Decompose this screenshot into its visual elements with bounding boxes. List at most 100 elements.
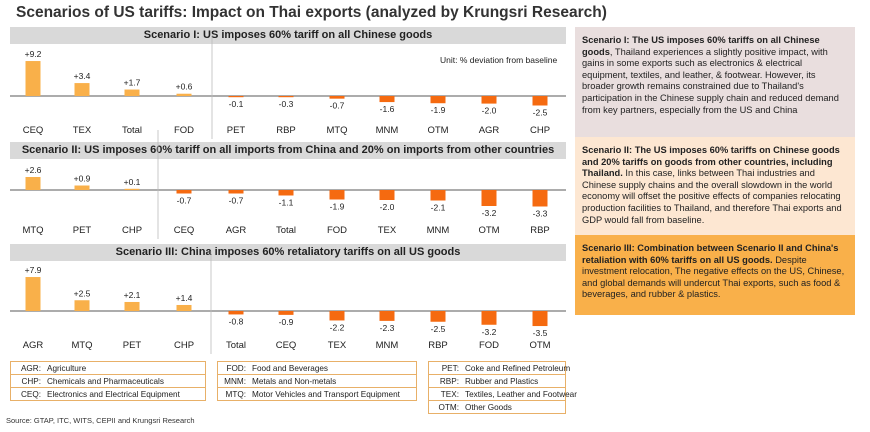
category-label: CHP [174,340,194,351]
bar-total [124,89,140,96]
data-label: +0.1 [124,177,141,187]
category-label: RBP [276,125,296,136]
scenario-2-description-heading: Scenario II: The US imposes 60% tariffs … [582,145,840,179]
category-label: TEX [328,340,347,351]
category-label: CEQ [174,225,195,236]
legend-item: PET: Coke and Refined Petroleum [429,362,570,375]
category-label: OTM [478,225,499,236]
category-label: OTM [529,340,550,351]
bar-pet [124,301,140,311]
bar-chp [176,304,192,311]
data-label: -1.9 [431,105,446,115]
scenario-2-description-text: In this case, links between Thai industr… [582,168,842,225]
category-label: FOD [327,225,347,236]
legend-item: TEX: Textiles, Leather and Footwear [429,388,577,401]
data-label: +1.7 [124,78,141,88]
data-label: -0.7 [330,101,345,111]
category-label: PET [73,225,92,236]
data-label: -2.5 [431,324,446,334]
bar-chp [532,96,548,106]
scenario-1-description: Scenario I: The US imposes 60% tariffs o… [575,27,855,154]
category-label: Total [276,225,296,236]
category-label: FOD [479,340,499,351]
bar-rbp [430,311,446,322]
bar-ceq [278,311,294,315]
category-label: RBP [530,225,550,236]
category-label: CHP [530,125,550,136]
bar-mnm [379,96,395,103]
data-label: +2.5 [74,288,91,298]
data-label: +9.2 [25,49,42,59]
scenario-3-description-text: Despite investment relocation, The negat… [582,254,845,300]
category-label: AGR [479,125,500,136]
data-label: +0.9 [74,174,91,184]
bar-chp [124,188,140,190]
scenario-2-title: Scenario II: US imposes 60% tariff on al… [10,142,566,159]
data-label: +2.6 [25,165,42,175]
bar-otm [430,96,446,104]
data-label: -0.7 [177,196,192,206]
category-label: FOD [174,125,194,136]
bar-tex [379,190,395,200]
data-label: -3.3 [533,209,548,219]
bar-agr [481,96,497,104]
legend-item: OTM: Other Goods [438,403,512,412]
legend-item: RBP: Rubber and Plastics [429,375,565,388]
bar-ceq [25,61,41,96]
category-label: PET [123,340,142,351]
legend-item: MNM: Metals and Non-metals [218,375,416,388]
data-label: +1.4 [176,293,193,303]
category-label: MNM [376,125,399,136]
bar-pet [228,96,244,98]
bar-fod [481,311,497,325]
bar-charts: +9.2 CEQ +3.4 TEX +1.7 Total +0.6 FOD -0.1 PET -0.… [10,36,566,354]
legend-item: FOD: Food and Beverages [218,362,416,375]
bar-agr [228,190,244,194]
bar-tex [74,83,90,96]
scenario-3-description: Scenario III: Combination between Scenar… [575,235,855,315]
data-label: +0.6 [176,82,193,92]
data-label: -2.2 [330,322,345,332]
data-label: +2.1 [124,290,141,300]
legend-item: AGR: Agriculture [11,362,205,375]
data-label: -1.6 [380,104,395,114]
category-label: AGR [23,340,44,351]
legend-column-1: AGR: Agriculture CHP: Chemicals and Pharma… [10,361,206,401]
scenario-1-title: Scenario I: US imposes 60% tariff on all… [10,27,566,44]
bar-otm [532,311,548,327]
category-label: MNM [376,340,399,351]
legend-column-3: PET: Coke and Refined Petroleum RBP: Rubbe… [428,361,577,414]
data-label: -2.3 [380,323,395,333]
bar-otm [481,190,497,206]
category-label: CEQ [276,340,297,351]
category-label: TEX [378,225,397,236]
bar-mnm [430,190,446,201]
category-label: MTQ [71,340,92,351]
unit-note: Unit: % deviation from baseline [440,55,558,65]
category-label: Total [226,340,246,351]
bar-mnm [379,311,395,321]
bar-total [278,190,294,196]
data-label: -3.5 [533,328,548,338]
scenario-1-description-text: , Thailand experiences a slightly positi… [582,46,839,115]
scenario-1-description-heading: Scenario I: The US imposes 60% tariffs o… [582,35,820,57]
data-label: -0.8 [229,316,244,326]
data-label: -0.9 [279,317,294,327]
bar-tex [329,311,345,321]
category-label: Total [122,125,142,136]
data-label: -2.0 [482,106,497,116]
bar-rbp [278,96,294,98]
data-label: -3.2 [482,208,497,218]
scenario-3-title: Scenario III: China imposes 60% retaliat… [10,244,566,261]
category-label: MTQ [22,225,43,236]
data-label: +3.4 [74,71,91,81]
category-label: PET [227,125,246,136]
data-label: -1.1 [279,198,294,208]
source-note: Source: GTAP, ITC, WITS, CEPII and Krung… [6,416,195,425]
data-label: -0.3 [279,99,294,109]
category-label: RBP [428,340,448,351]
scenario-3-description-heading: Scenario III: Combination between Scenar… [582,243,839,265]
category-label: MNM [427,225,450,236]
data-label: -2.0 [380,202,395,212]
bar-ceq [176,190,192,194]
